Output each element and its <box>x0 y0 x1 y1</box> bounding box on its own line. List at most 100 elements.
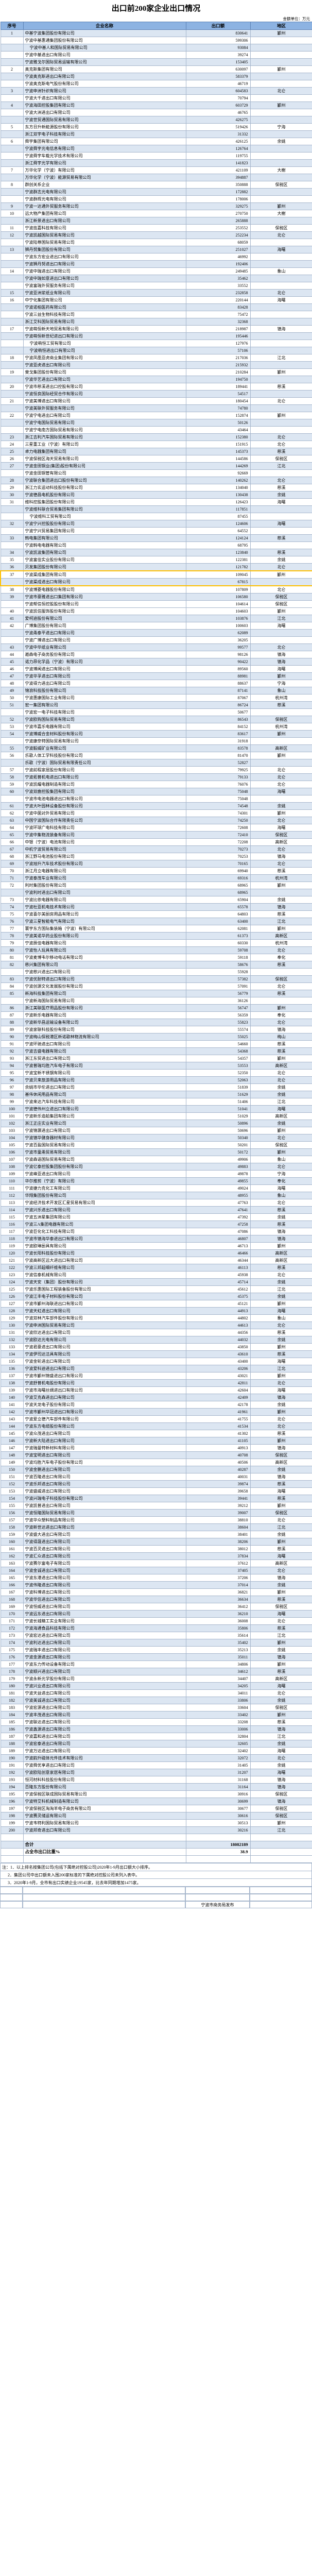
table-row[interactable]: 190 宁波韵升磁体元件技术有限公司 32072 北仑 <box>0 1754 312 1762</box>
table-row[interactable]: 194 百隆东方股份有限公司 31164 镇海 <box>0 1783 312 1791</box>
table-row[interactable]: 86 浙江美联医疗用品股份有限公司 56747 鄞州 <box>0 1004 312 1012</box>
table-row[interactable]: 105 宁波百盈国际贸易有限公司 50201 保税区 <box>0 1141 312 1149</box>
table-row[interactable]: 30 宁波德昌电机股份有限公司 130438 余姚 <box>0 491 312 499</box>
table-row[interactable]: 16 中宁化集团有限公司 220144 海曙 <box>0 296 312 304</box>
table-row[interactable]: 37 宁波渠成集团有限公司 109045 鄞州 <box>0 570 312 579</box>
table-row[interactable]: 153 宁波盛威进出口有限公司 39658 海曙 <box>0 1487 312 1495</box>
table-row[interactable]: 69 宁波旭升汽车技术股份有限公司 70165 北仑 <box>0 860 312 868</box>
table-row[interactable]: 宁波市电池电器进出口有限公司 75048 <box>0 795 312 803</box>
table-row[interactable]: 152 宁波乐邦进出口有限公司 39874 慈溪 <box>0 1480 312 1488</box>
table-row[interactable]: 198 宁波赛灵储运有限公司 30616 保税区 <box>0 1812 312 1820</box>
table-row[interactable]: 144 宁波东方电缆股份有限公司 41534 北仑 <box>0 1422 312 1430</box>
table-row[interactable]: 181 宁波天益进出口有限公司 34011 北仑 <box>0 1689 312 1697</box>
table-row[interactable]: 68 浙江野马电池股份有限公司 70253 镇海 <box>0 853 312 860</box>
table-row[interactable]: 宁波渠成进出口有限公司 67815 <box>0 578 312 586</box>
table-row[interactable]: 169 宁波恒威进出口有限公司 36412 保税区 <box>0 1603 312 1611</box>
table-row[interactable]: 114 宁波兴乐进出口有限公司 47641 慈溪 <box>0 1206 312 1214</box>
table-row[interactable]: 宁波三益生物科技有限公司 75472 <box>0 311 312 318</box>
table-row[interactable]: 154 宁波兴瑞电子科技股份有限公司 39441 慈溪 <box>0 1495 312 1502</box>
table-row[interactable]: 82 慈兴集团有限公司 58676 慈溪 <box>0 961 312 969</box>
table-row[interactable]: 宁波维科工贸有限公司 87455 <box>0 513 312 520</box>
table-row[interactable]: 88 宁波新华昌运输设备有限公司 55823 北仑 <box>0 1019 312 1026</box>
table-row[interactable]: 183 宁波宏源进出口有限公司 33604 保税区 <box>0 1704 312 1711</box>
table-row[interactable]: 宁波萌恒进出口有限公司 57106 <box>0 347 312 354</box>
table-row[interactable]: 132 宁波欧达光电有限公司 44032 余姚 <box>0 1336 312 1344</box>
table-row[interactable]: 78 宁波美诺华药业股份有限公司 61373 高新区 <box>0 932 312 940</box>
table-row[interactable]: 宁波大千进出口有限公司 70794 <box>0 94 312 102</box>
table-row[interactable]: 21 宁波美博进出口有限公司 180454 北仑 <box>0 397 312 405</box>
table-row[interactable]: 148 宁波宝明进出口有限公司 40708 保税区 <box>0 1451 312 1459</box>
table-row[interactable]: 宁波雅戈尔国际贸易运输有限公司 153405 <box>0 58 312 66</box>
table-row[interactable]: 146 宁波新大陆进出口有限公司 41105 鄞州 <box>0 1437 312 1445</box>
table-row[interactable]: 193 恒河材料科技股份有限公司 31168 镇海 <box>0 1776 312 1784</box>
table-row[interactable]: 32 宁波宁兴控股股份有限公司 124606 海曙 <box>0 520 312 528</box>
table-row[interactable]: 75 宁波喜尔美厨房用品有限公司 64803 慈溪 <box>0 910 312 918</box>
table-row[interactable]: 宁波亚虎进出口有限公司 215932 <box>0 361 312 369</box>
table-row[interactable]: 112 华翔集团股份有限公司 48955 象山 <box>0 1192 312 1199</box>
table-row[interactable]: 125 宁波乐惠国际工程装备股份有限公司 45612 江北 <box>0 1285 312 1293</box>
table-row[interactable]: 26 宁波保税区海天贸易有限公司 144586 保税区 <box>0 455 312 463</box>
table-row[interactable]: 176 宁波金源进出口有限公司 35011 镇海 <box>0 1653 312 1661</box>
table-row[interactable]: 196 宁波特艾科机械制造有限公司 30699 镇海 <box>0 1798 312 1805</box>
table-row[interactable]: 139 宁波市海曙丝绸进出口有限公司 42604 海曙 <box>0 1386 312 1394</box>
table-row[interactable]: 宁波东方宏业进出口有限公司 46992 <box>0 253 312 261</box>
table-row[interactable]: 171 宁波长城精工实业有限公司 36008 北仑 <box>0 1617 312 1625</box>
table-row[interactable]: 浙江新景进出口有限公司 265888 <box>0 217 312 225</box>
table-row[interactable]: 10 远大物产集团有限公司 270750 大榭 <box>0 210 312 217</box>
table-row[interactable]: 29 浙江力玄运动科技股份有限公司 134040 慈溪 <box>0 484 312 492</box>
table-row[interactable]: 72 利时集团股份有限公司 68965 鄞州 <box>0 882 312 889</box>
table-row[interactable]: 43 宁波中华纸业有限公司 99577 北仑 <box>0 643 312 651</box>
table-row[interactable]: 140 宁波艾克森进出口有限公司 42409 镇海 <box>0 1394 312 1401</box>
table-row[interactable]: 25 卓力电器集团有限公司 145373 慈溪 <box>0 448 312 455</box>
table-row[interactable]: 197 宁波保税区淘淘羊电子商务有限公司 30677 保税区 <box>0 1805 312 1812</box>
table-row[interactable]: 143 宁波爱立德汽车部件有限公司 41755 北仑 <box>0 1415 312 1423</box>
table-row[interactable]: 6 舜宇集团有限公司 426125 余姚 <box>0 138 312 145</box>
table-row[interactable]: 22 宁波宁电进出口有限公司 152874 鄞州 <box>0 412 312 419</box>
table-row[interactable]: 13 狮丹努集团股份有限公司 251027 海曙 <box>0 246 312 253</box>
table-row[interactable]: 157 宁波华众塑料制品有限公司 38810 北仑 <box>0 1516 312 1524</box>
table-row[interactable]: 8 群创关系企业 350888 保税区 <box>0 181 312 189</box>
table-row[interactable]: 7 万华化学（宁波）有限公司 421109 大榭 <box>0 166 312 174</box>
table-row[interactable]: 59 宁波凯耀电器制造有限公司 76076 北仑 <box>0 781 312 788</box>
table-row[interactable]: 55 宁波毅威矿业有限公司 83578 高新区 <box>0 744 312 752</box>
table-row[interactable]: 61 宁波大叶园林设备股份有限公司 74548 余姚 <box>0 802 312 810</box>
table-row[interactable]: 51 宏一集团有限公司 86724 慈溪 <box>0 701 312 709</box>
table-row[interactable]: 19 斐戈集团股份有限公司 210284 鄞州 <box>0 368 312 376</box>
table-row[interactable]: 宁波舜宇光电信息有限公司 126764 <box>0 145 312 152</box>
table-row[interactable]: 111 宁波捷力克化工有限公司 49024 海曙 <box>0 1184 312 1192</box>
table-row[interactable]: 122 宁波三邦超细纤维有限公司 46113 慈溪 <box>0 1264 312 1272</box>
table-row[interactable]: 27 宁波金田铜业(集团)股份有限公司 144269 江北 <box>0 462 312 470</box>
table-row[interactable]: 97 余姚市华伦进出口有限公司 51839 余姚 <box>0 1083 312 1091</box>
table-row[interactable]: 135 宁波金轮进出口有限公司 43400 海曙 <box>0 1358 312 1365</box>
table-row[interactable]: 119 宁波欧琳厨具有限公司 46713 鄞州 <box>0 1242 312 1250</box>
table-row[interactable]: 109 宁波峰亚进出口有限公司 49878 宁海 <box>0 1170 312 1178</box>
table-row[interactable]: 73 宁波比依电器有限公司 65904 余姚 <box>0 896 312 904</box>
table-row[interactable]: 147 宁波瑞曼特新材料有限公司 40913 镇海 <box>0 1444 312 1452</box>
table-row[interactable]: 185 宁波联达进出口有限公司 33208 慈溪 <box>0 1718 312 1726</box>
table-row[interactable]: 11 宁波技嘉科技有限公司 253552 保税区 <box>0 224 312 232</box>
table-row[interactable]: 35 宁波富佳实业股份有限公司 122381 余姚 <box>0 556 312 564</box>
table-row[interactable]: 浙江双宇电子科技有限公司 31332 <box>0 130 312 138</box>
table-row[interactable]: 宁波群辉光电有限公司 178006 <box>0 195 312 203</box>
table-row[interactable]: 138 宁波舒普机电股份有限公司 42811 北仑 <box>0 1379 312 1387</box>
table-row[interactable]: 178 宁波顺兴进出口有限公司 34612 慈溪 <box>0 1668 312 1675</box>
table-row[interactable]: 宁波诺柏医药有限公司 83428 <box>0 303 312 311</box>
table-row[interactable]: 156 宁波恒隆国际贸易有限公司 39007 保税区 <box>0 1509 312 1517</box>
table-row[interactable]: 94 宁波普瑞均胜汽车电子有限公司 53553 高新区 <box>0 1062 312 1070</box>
table-row[interactable]: 宁波康奈特国际贸易有限公司 31918 <box>0 737 312 745</box>
table-row[interactable]: 宁波广博进出口有限公司 36205 <box>0 636 312 644</box>
table-row[interactable]: 124 宁波天安（集团）股份有限公司 45714 余姚 <box>0 1278 312 1286</box>
table-row[interactable]: 宁波华艺进出口有限公司 194750 <box>0 376 312 383</box>
table-row[interactable]: 宁波萌恒新世纪进出口有限公司 195446 <box>0 332 312 340</box>
table-row[interactable]: 38 宁波博菱电器股份有限公司 107809 北仑 <box>0 585 312 594</box>
table-row[interactable]: 70 浙江月立电器有限公司 69940 慈溪 <box>0 867 312 875</box>
table-row[interactable]: 24 三星重工业（宁波）有限公司 151915 北仑 <box>0 440 312 448</box>
table-row[interactable]: 200 宁波邦奇进出口有限公司 30216 江北 <box>0 1826 312 1834</box>
table-row[interactable]: 62 宁波中菌对外贸易有限公司 74301 鄞州 <box>0 809 312 817</box>
table-row[interactable]: 161 宁波百灵进出口有限公司 38012 慈溪 <box>0 1545 312 1553</box>
table-row[interactable]: 134 宁波伊司达洁具有限公司 43610 慈溪 <box>0 1350 312 1358</box>
table-row[interactable]: 60 宁波双鹿控股集团有限公司 75048 海曙 <box>0 788 312 795</box>
table-row[interactable]: 56 乐歌人体工学科技股份有限公司 81470 鄞州 <box>0 752 312 759</box>
table-row[interactable]: 101 宁波新乐造船集团有限公司 51029 高新区 <box>0 1112 312 1120</box>
table-row[interactable]: 166 宁波伟隆进出口有限公司 37014 余姚 <box>0 1581 312 1589</box>
